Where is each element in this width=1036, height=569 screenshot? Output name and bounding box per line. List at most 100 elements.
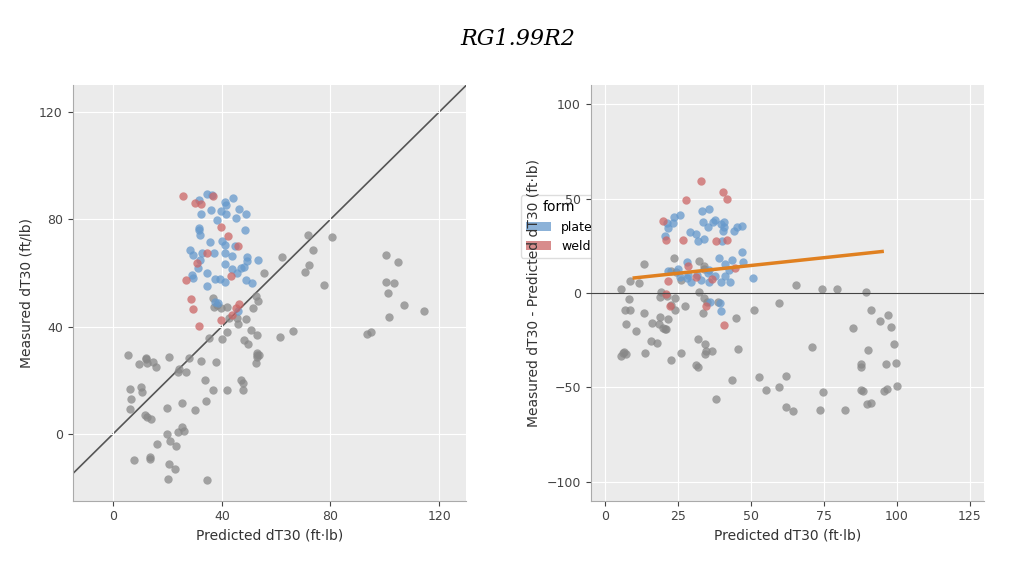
Point [251,296,267,305]
Point [615,349,632,358]
Point [687,361,703,370]
Point [194,248,210,257]
Point [299,231,316,240]
Point [771,298,787,307]
Point [660,315,677,324]
Point [249,349,265,358]
Point [662,300,679,310]
Point [203,191,220,200]
Point [201,333,218,342]
Point [242,325,259,335]
Point [218,201,234,210]
Point [636,349,653,358]
Point [300,261,317,270]
Point [238,209,255,218]
Point [192,255,208,265]
Point [702,298,719,307]
Point [138,353,154,362]
Point [863,399,880,408]
Point [701,277,718,286]
Point [224,251,240,261]
Point [163,436,179,446]
Point [214,334,231,343]
Point [697,347,714,356]
Point [233,263,250,273]
Point [628,327,644,336]
Point [197,375,213,384]
Point [160,475,176,484]
Point [249,358,265,368]
Point [199,281,215,290]
Point [853,385,869,394]
Point [657,236,673,245]
Point [223,271,239,281]
Point [728,222,745,231]
Point [230,319,247,328]
Point [212,222,229,231]
Point [198,396,214,405]
Point [297,267,314,276]
Point [724,255,741,264]
Point [205,249,222,258]
Point [662,266,679,275]
Point [683,277,699,286]
Point [188,198,204,207]
Point [871,317,888,326]
Point [231,300,248,309]
Point [692,176,709,185]
Point [698,297,715,306]
Point [214,236,231,245]
Point [379,288,396,298]
Point [715,226,731,236]
Point [249,353,265,362]
Point [689,362,706,372]
Point [204,385,221,394]
Point [701,204,718,213]
Point [655,323,671,332]
Point [168,442,184,451]
Point [378,278,395,287]
Point [672,275,689,284]
Point [696,340,713,349]
Point [703,346,720,355]
Point [889,382,905,391]
Point [886,340,902,349]
Point [662,302,679,311]
Point [378,250,395,259]
Point [644,318,661,327]
Point [714,236,730,245]
Point [718,236,735,245]
Point [713,220,729,229]
Point [715,187,731,196]
Point [682,228,698,237]
Point [649,338,665,347]
Point [814,284,831,294]
Point [230,306,247,315]
Point [217,248,233,257]
Point [206,302,223,311]
Y-axis label: Measured dT30 (ft/lb): Measured dT30 (ft/lb) [20,218,33,368]
Point [237,314,254,323]
Point [272,333,289,342]
Point [860,346,876,355]
Point [664,218,681,227]
Point [177,276,194,285]
Point [708,394,724,403]
Point [161,459,177,468]
Point [255,269,271,278]
Point [666,306,683,315]
Point [175,192,192,201]
Point [733,248,750,257]
Point [390,258,406,267]
Point [652,292,668,302]
Point [161,352,177,361]
Point [660,224,677,233]
Point [396,301,412,310]
Point [710,297,726,306]
Point [707,215,723,224]
Point [679,258,695,267]
Point [198,189,214,199]
Point [236,335,253,344]
Point [829,284,845,294]
Point [148,439,165,448]
